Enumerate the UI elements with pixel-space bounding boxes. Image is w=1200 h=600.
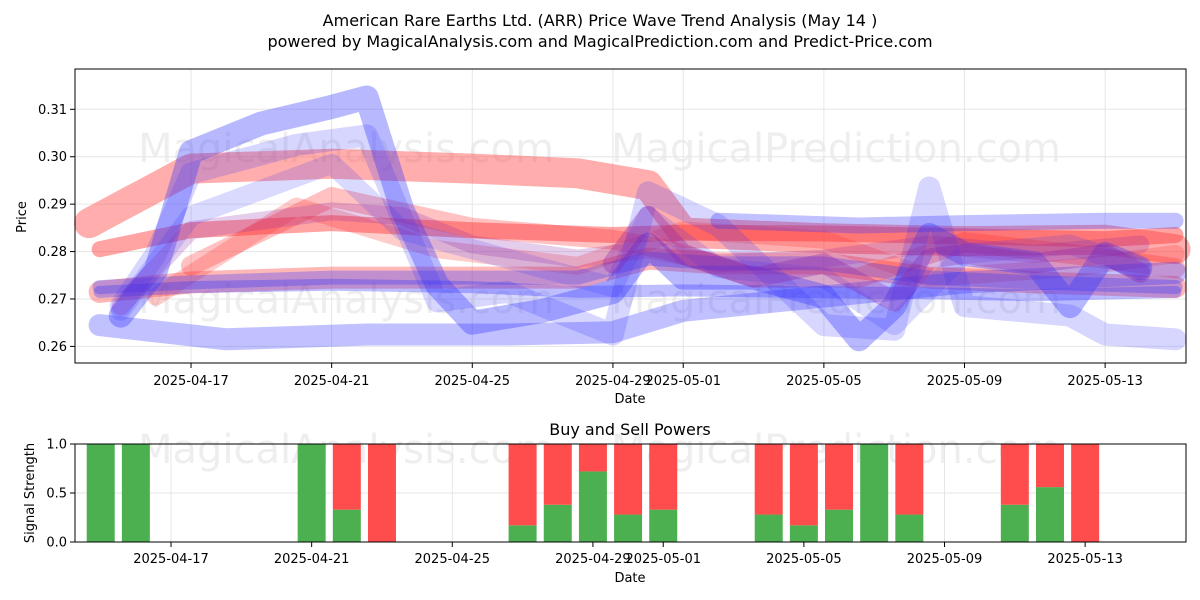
price-plot-frame xyxy=(74,68,1187,364)
signal-x-axis: 2025-04-17 2025-04-21 2025-04-25 2025-04-29… xyxy=(133,542,1123,567)
price-wave-line xyxy=(181,187,1186,288)
signal-x-tick-label: 2025-04-17 xyxy=(133,552,209,567)
watermark-text: MagicalPrediction.com xyxy=(611,277,1061,323)
buy-power-bar xyxy=(508,525,537,542)
price-wave-line xyxy=(602,206,1151,312)
price-wave-line xyxy=(111,202,1150,316)
sell-power-bar xyxy=(649,444,678,510)
buy-power-bar xyxy=(754,514,783,542)
price-x-tick-label: 2025-04-17 xyxy=(153,374,229,389)
buy-power-bar xyxy=(332,509,361,542)
sell-power-bar xyxy=(1035,444,1064,488)
signal-y-tick-label: 0.5 xyxy=(46,487,67,502)
buy-power-bar xyxy=(121,444,150,542)
buy-power-bar xyxy=(543,504,572,542)
chart-subtitle: powered by MagicalAnalysis.com and Magic… xyxy=(267,32,932,51)
buy-power-bar xyxy=(578,471,607,542)
price-x-tick-label: 2025-05-01 xyxy=(645,374,721,389)
signal-x-tick-label: 2025-04-29 xyxy=(555,552,631,567)
buy-power-bar xyxy=(614,514,643,542)
buy-power-bar xyxy=(1000,504,1029,542)
signal-x-tick-label: 2025-05-09 xyxy=(907,552,983,567)
price-wave-line xyxy=(109,124,1187,351)
price-y-tick-label: 0.28 xyxy=(38,245,67,260)
price-wave-line xyxy=(92,251,1183,295)
price-wave-line xyxy=(110,153,1151,336)
buy-power-bar xyxy=(86,444,115,542)
signal-y-tick-label: 1.0 xyxy=(46,438,67,453)
price-y-tick-label: 0.26 xyxy=(38,340,67,355)
watermark-text: MagicalAnalysis.com xyxy=(138,277,554,323)
price-x-tick-label: 2025-04-29 xyxy=(575,374,651,389)
price-wave-line xyxy=(88,261,1187,351)
chart-title: American Rare Earths Ltd. (ARR) Price Wa… xyxy=(323,11,878,30)
price-x-axis: 2025-04-17 2025-04-21 2025-04-25 2025-04-29… xyxy=(153,363,1143,389)
buy-power-bar xyxy=(297,444,326,542)
signal-y-axis: 0.0 0.5 1.0 xyxy=(46,438,75,551)
buy-power-bar xyxy=(825,509,854,542)
sell-power-bar xyxy=(578,444,607,472)
watermark-text: MagicalAnalysis.com xyxy=(138,126,554,172)
price-wave-line xyxy=(108,85,1153,352)
buy-power-bar xyxy=(860,444,889,542)
price-wave-line xyxy=(710,212,1184,234)
signal-y-axis-label: Signal Strength xyxy=(23,443,38,543)
sell-power-bar xyxy=(508,444,537,526)
sell-power-bar xyxy=(895,444,924,515)
price-wave-line xyxy=(88,247,1187,303)
signal-x-tick-label: 2025-05-01 xyxy=(625,552,701,567)
price-x-tick-label: 2025-04-25 xyxy=(435,374,511,389)
price-y-axis-label: Price xyxy=(15,201,30,233)
buy-power-bar xyxy=(895,514,924,542)
price-x-axis-label: Date xyxy=(614,392,645,407)
price-wave-line xyxy=(93,278,1182,302)
price-wave-line xyxy=(91,215,1184,258)
sell-power-bar xyxy=(367,444,396,542)
sell-power-bar xyxy=(1000,444,1029,505)
price-x-tick-label: 2025-04-21 xyxy=(294,374,370,389)
price-x-tick-label: 2025-05-13 xyxy=(1067,374,1143,389)
sell-power-bar xyxy=(825,444,854,510)
price-wave-line xyxy=(74,148,1191,265)
price-y-tick-label: 0.29 xyxy=(38,198,67,213)
price-grid xyxy=(75,69,1186,363)
price-x-tick-label: 2025-05-09 xyxy=(927,374,1003,389)
sell-power-bar xyxy=(543,444,572,505)
buy-power-bar xyxy=(649,509,678,542)
sell-power-bar xyxy=(754,444,783,515)
price-x-tick-label: 2025-05-05 xyxy=(786,374,862,389)
signal-bars-group xyxy=(86,444,1100,542)
signal-chart-title: Buy and Sell Powers xyxy=(549,420,711,439)
buy-power-bar xyxy=(1035,487,1064,542)
signal-x-tick-label: 2025-05-13 xyxy=(1047,552,1123,567)
price-y-tick-label: 0.27 xyxy=(38,292,67,307)
signal-x-tick-label: 2025-04-21 xyxy=(274,552,350,567)
price-wave-line xyxy=(146,197,1185,306)
sell-power-bar xyxy=(614,444,643,515)
buy-power-bar xyxy=(789,525,818,542)
watermark-text: MagicalPrediction.com xyxy=(611,126,1061,172)
sell-power-bar xyxy=(1071,444,1100,542)
price-y-tick-label: 0.31 xyxy=(38,103,67,118)
price-y-tick-label: 0.30 xyxy=(38,150,67,165)
sell-power-bar xyxy=(789,444,818,526)
signal-x-tick-label: 2025-04-25 xyxy=(415,552,491,567)
price-series-group xyxy=(74,85,1191,352)
signal-x-tick-label: 2025-05-05 xyxy=(766,552,842,567)
sell-power-bar xyxy=(332,444,361,510)
signal-x-axis-label: Date xyxy=(614,571,645,586)
price-y-axis: 0.26 0.27 0.28 0.29 0.30 0.31 xyxy=(38,103,75,355)
signal-y-tick-label: 0.0 xyxy=(46,536,67,551)
